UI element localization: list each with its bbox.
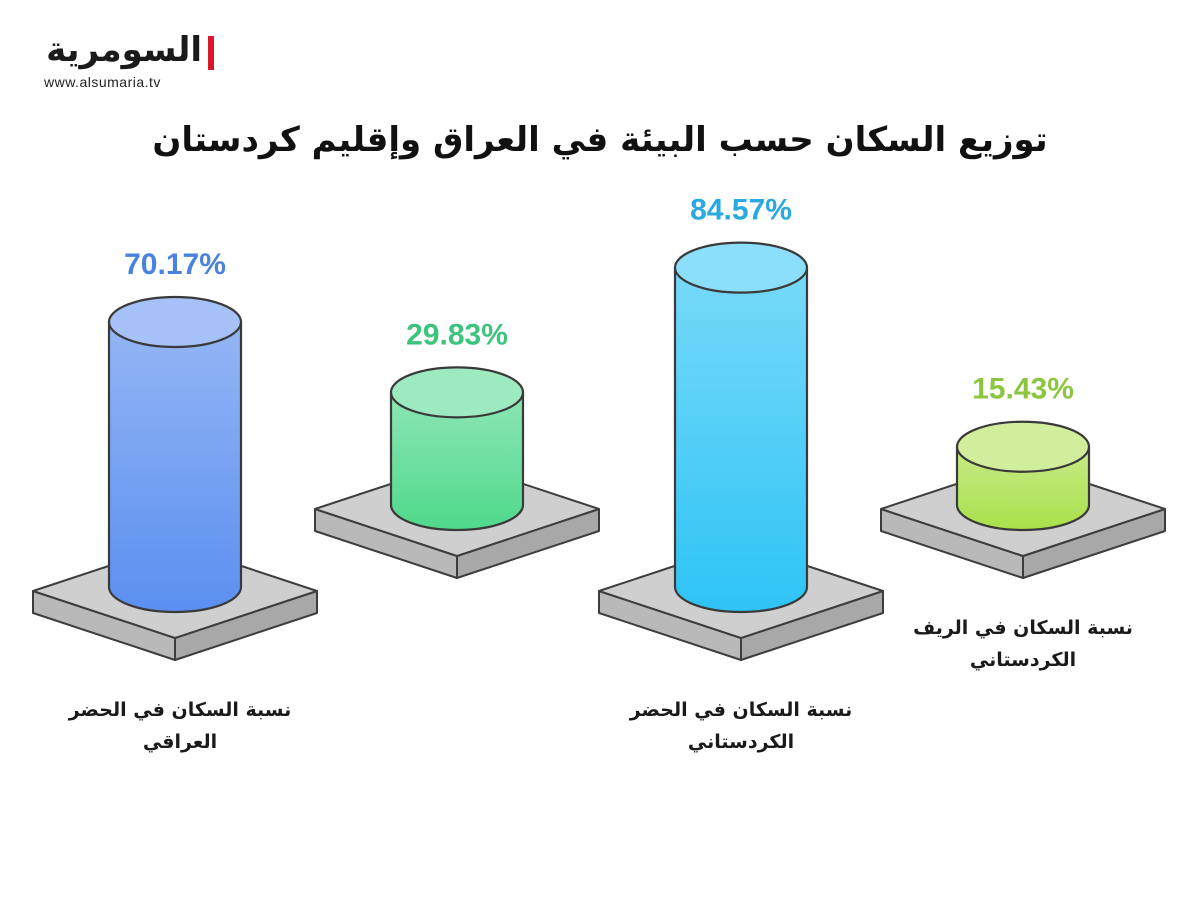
bar-top-2: [389, 366, 525, 419]
logo-name: السومرية: [46, 30, 202, 70]
logo-red-bar: [208, 36, 214, 70]
logo-url: www.alsumaria.tv: [44, 74, 161, 90]
bar-group-2: 29.83%: [314, 318, 600, 579]
category-label-3: نسبة السكان في الحضر الكردستاني: [629, 699, 853, 753]
chart-title: توزيع السكان حسب البيئة في العراق وإقليم…: [152, 120, 1048, 160]
brand-logo: السومرية www.alsumaria.tv: [44, 30, 224, 92]
category-label-4: نسبة السكان في الريف الكردستاني: [913, 617, 1133, 671]
value-label-3: 84.57%: [690, 194, 792, 227]
bar-top-4: [955, 420, 1091, 473]
value-label-2: 29.83%: [406, 318, 508, 351]
value-label-4: 15.43%: [972, 373, 1074, 406]
bar-group-1: 70.17%: [32, 248, 318, 661]
bar-cylinder-3: [673, 266, 809, 614]
bar-group-3: 84.57%: [598, 194, 884, 661]
bar-group-4: 15.43%: [880, 373, 1166, 579]
value-label-1: 70.17%: [124, 248, 226, 281]
bar-cylinder-2: [389, 391, 525, 532]
category-label-1: نسبة السكان في الحضر العراقي: [68, 699, 292, 753]
bar-top-1: [107, 295, 243, 349]
bar-top-3: [673, 241, 809, 294]
bar-cylinder-1: [107, 320, 243, 614]
